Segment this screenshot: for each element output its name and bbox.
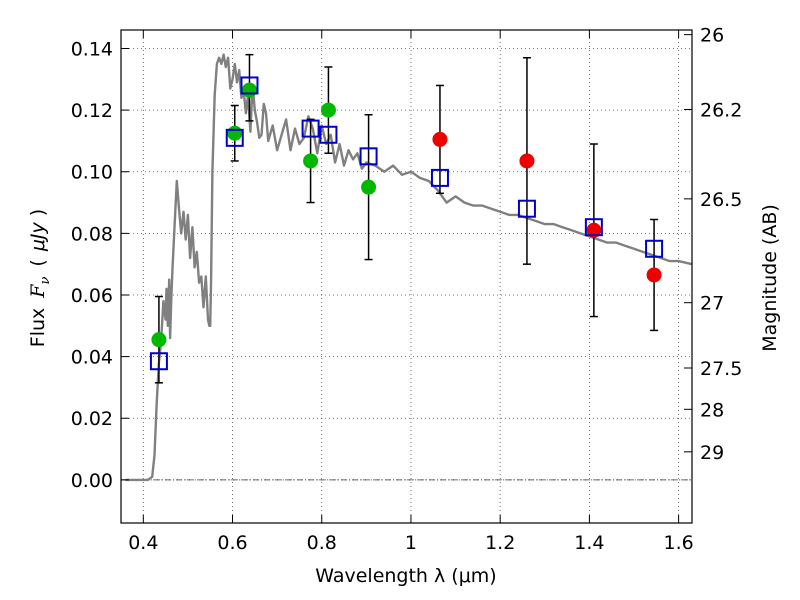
y-axis-label-symbol: F [27,284,49,299]
x-tick-label: 1.6 [664,532,694,554]
y-tick-label: 0.02 [71,408,113,430]
right-tick-label: 26.5 [700,189,742,211]
x-tick-label: 0.4 [128,532,158,554]
right-tick-label: 29 [700,442,724,464]
x-tick-label: 1 [405,532,417,554]
y-tick-label: 0.00 [71,470,113,492]
observed-point [320,102,336,118]
plot-frame [120,29,693,524]
x-tick-label: 0.8 [307,532,337,554]
observed-point [241,82,257,98]
observed-point [227,125,243,141]
y-axis-label-unit: μJy [27,221,49,252]
model-photometry-square [225,128,244,147]
x-tick-label: 1.4 [574,532,604,554]
x-tick-label: 0.6 [217,532,247,554]
right-tick-label: 26 [700,25,724,47]
model-photometry-square [430,168,449,187]
y-tick-label: 0.08 [71,223,113,245]
model-spectrum-series [125,53,693,482]
y-tick-label: 0.04 [71,347,113,369]
right-tick-label: 26.2 [700,99,742,121]
x-axis-label: Wavelength λ (μm) [315,565,496,587]
y-tick-label: 0.10 [71,162,113,184]
axis-tick-labels: 0.4 0.6 0.8 1 1.2 1.4 1.6 0.00 0.02 0.04 0.06 0.08 0… [71,25,743,554]
model-spectrum-line [125,53,693,482]
model-photometry-square [319,125,338,144]
observed-point [151,332,167,348]
y-axis-label-paren-close: ) [27,209,49,216]
observed-point [361,179,377,195]
right-tick-label: 27.5 [700,358,742,380]
right-tick-label: 27 [700,293,724,315]
model-photometry-points [149,76,664,371]
model-photometry-square [645,239,664,258]
y-tick-label: 0.12 [71,100,113,122]
axis-ticks [121,30,692,523]
model-photometry-square [359,147,378,166]
observed-point [646,267,662,283]
model-photometry-square [149,352,168,371]
y-tick-label: 0.14 [71,38,113,60]
model-photometry-square [240,76,259,95]
observed-points [151,82,662,348]
model-photometry-square [584,218,603,237]
observed-point [586,222,602,238]
y-axis-label-prefix: Flux [27,308,49,348]
y-axis-label: Flux Fν ( μJy) [27,209,53,347]
y-axis-label-subscript: ν [38,277,53,285]
model-photometry-square [517,199,536,218]
right-tick-label: 28 [700,399,724,421]
y-axis-label-paren-open: ( [27,259,49,266]
error-bars [154,53,659,384]
observed-point [519,153,535,169]
observed-point [303,153,319,169]
x-tick-label: 1.2 [485,532,515,554]
right-axis-label: Magnitude (AB) [759,204,781,352]
model-photometry-square [301,119,320,138]
y-tick-label: 0.06 [71,285,113,307]
observed-point [432,131,448,147]
